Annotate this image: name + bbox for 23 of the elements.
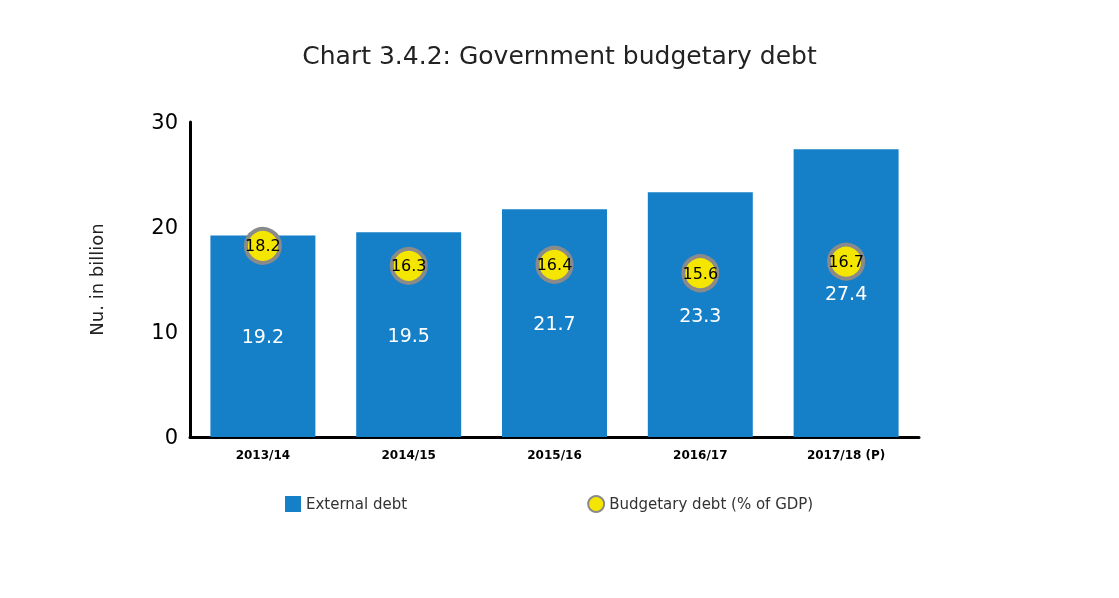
bar (356, 232, 462, 437)
x-tick-label: 2015/16 (527, 448, 582, 462)
y-tick-label: 20 (151, 215, 178, 239)
legend-label: Budgetary debt (% of GDP) (609, 495, 814, 513)
bar (502, 209, 607, 437)
data-label: 23.3 (679, 303, 722, 326)
data-label: 27.4 (824, 282, 868, 305)
y-axis-title: Nu. in billion (85, 223, 107, 336)
legend-label: External debt (306, 495, 408, 513)
bar (210, 235, 316, 437)
y-tick-label: 10 (151, 320, 178, 344)
x-tick-label: 2014/15 (381, 448, 436, 462)
data-label: 19.5 (387, 323, 430, 346)
chart-title: Chart 3.4.2: Government budgetary debt (302, 41, 817, 70)
y-tick-label: 30 (151, 110, 178, 134)
y-tick-label: 0 (164, 425, 178, 449)
data-label: 21.7 (533, 312, 576, 335)
bar (793, 149, 899, 437)
x-tick-label: 2013/14 (235, 448, 291, 462)
x-tick-label: 2016/17 (673, 448, 728, 462)
data-label: 19.2 (241, 325, 285, 348)
bar (647, 192, 753, 437)
x-tick-label: 2017/18 (P) (806, 448, 886, 462)
